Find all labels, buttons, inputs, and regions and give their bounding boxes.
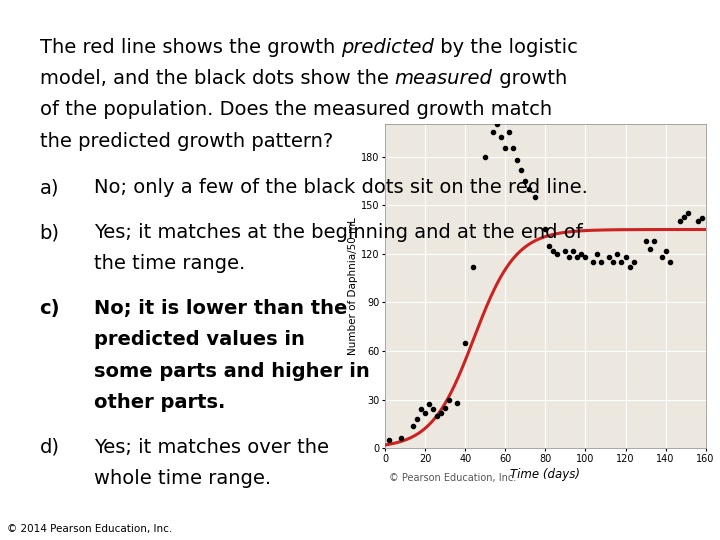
Text: No; only a few of the black dots sit on the red line.: No; only a few of the black dots sit on … bbox=[94, 178, 588, 197]
Point bbox=[616, 258, 627, 266]
Point bbox=[487, 128, 499, 137]
Text: c): c) bbox=[40, 299, 60, 318]
Point bbox=[428, 405, 439, 414]
Text: predicted: predicted bbox=[341, 38, 434, 57]
Point bbox=[530, 193, 541, 201]
Point bbox=[480, 152, 491, 161]
X-axis label: Time (days): Time (days) bbox=[510, 468, 580, 481]
Point bbox=[412, 415, 423, 423]
Text: b): b) bbox=[40, 223, 60, 242]
Point bbox=[444, 395, 455, 404]
Point bbox=[503, 128, 515, 137]
Point bbox=[423, 400, 435, 409]
Point bbox=[567, 246, 579, 255]
Point bbox=[692, 217, 703, 226]
Text: Yes; it matches at the beginning and at the end of: Yes; it matches at the beginning and at … bbox=[94, 223, 582, 242]
Point bbox=[508, 144, 519, 153]
Point bbox=[640, 237, 652, 245]
Point bbox=[395, 434, 407, 443]
Point bbox=[544, 241, 555, 250]
Point bbox=[500, 144, 511, 153]
Point bbox=[576, 249, 588, 258]
Text: a): a) bbox=[40, 178, 59, 197]
Point bbox=[580, 253, 591, 261]
Point bbox=[516, 165, 527, 174]
Point bbox=[664, 258, 675, 266]
Text: the predicted growth pattern?: the predicted growth pattern? bbox=[40, 132, 333, 151]
Point bbox=[495, 133, 507, 141]
Point bbox=[648, 237, 660, 245]
Text: The red line shows the growth: The red line shows the growth bbox=[40, 38, 341, 57]
Point bbox=[436, 408, 447, 417]
Point bbox=[451, 399, 463, 407]
Point bbox=[644, 245, 655, 253]
Text: d): d) bbox=[40, 438, 60, 457]
Text: of the population. Does the measured growth match: of the population. Does the measured gro… bbox=[40, 100, 552, 119]
Point bbox=[624, 262, 635, 271]
Point bbox=[682, 209, 693, 218]
Point bbox=[608, 258, 619, 266]
Point bbox=[408, 421, 419, 430]
Text: No; it is lower than the: No; it is lower than the bbox=[94, 299, 347, 318]
Point bbox=[420, 408, 431, 417]
Point bbox=[459, 339, 471, 347]
Point bbox=[431, 411, 443, 420]
Point bbox=[588, 258, 599, 266]
Text: by the logistic: by the logistic bbox=[434, 38, 578, 57]
Point bbox=[628, 258, 639, 266]
Point bbox=[540, 225, 552, 234]
Point bbox=[696, 214, 707, 222]
Point bbox=[564, 253, 575, 261]
Point bbox=[612, 249, 624, 258]
Text: © 2014 Pearson Education, Inc.: © 2014 Pearson Education, Inc. bbox=[7, 523, 173, 534]
Point bbox=[552, 249, 563, 258]
Point bbox=[592, 249, 603, 258]
Text: some parts and higher in: some parts and higher in bbox=[94, 362, 369, 381]
Point bbox=[678, 212, 689, 221]
Point bbox=[572, 253, 583, 261]
Point bbox=[415, 405, 427, 414]
Point bbox=[384, 436, 395, 444]
Point bbox=[439, 403, 451, 412]
Point bbox=[660, 246, 671, 255]
Text: Yes; it matches over the: Yes; it matches over the bbox=[94, 438, 328, 457]
Text: model, and the black dots show the: model, and the black dots show the bbox=[40, 69, 395, 88]
Text: © Pearson Education, Inc.: © Pearson Education, Inc. bbox=[389, 472, 516, 483]
Point bbox=[656, 253, 667, 261]
Point bbox=[523, 185, 535, 193]
Point bbox=[467, 262, 479, 271]
Point bbox=[620, 253, 631, 261]
Point bbox=[559, 246, 571, 255]
Text: the time range.: the time range. bbox=[94, 254, 245, 273]
Point bbox=[520, 177, 531, 185]
Point bbox=[548, 246, 559, 255]
Text: whole time range.: whole time range. bbox=[94, 469, 271, 488]
Point bbox=[512, 156, 523, 164]
Y-axis label: Number of Daphnia/50 mL: Number of Daphnia/50 mL bbox=[348, 217, 359, 355]
Point bbox=[492, 120, 503, 129]
Text: measured: measured bbox=[395, 69, 492, 88]
Text: other parts.: other parts. bbox=[94, 393, 225, 412]
Point bbox=[595, 258, 607, 266]
Text: growth: growth bbox=[492, 69, 567, 88]
Text: predicted values in: predicted values in bbox=[94, 330, 305, 349]
Point bbox=[603, 253, 615, 261]
Point bbox=[674, 217, 685, 226]
